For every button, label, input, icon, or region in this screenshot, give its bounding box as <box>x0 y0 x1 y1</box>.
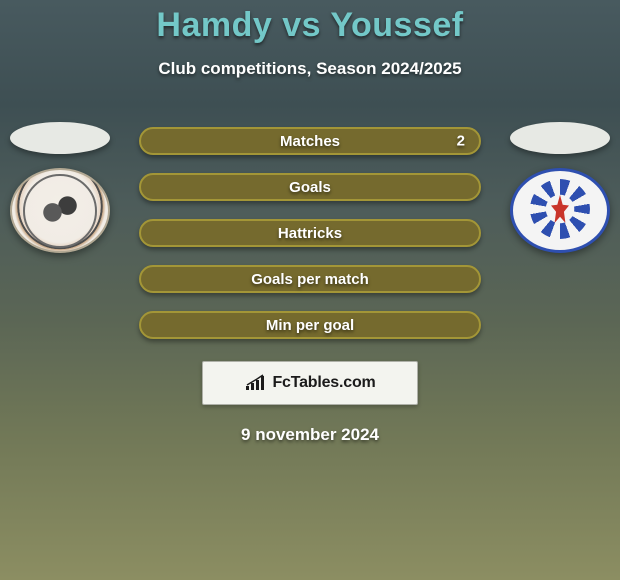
stat-label: Goals <box>289 179 331 196</box>
page-subtitle: Club competitions, Season 2024/2025 <box>0 59 620 79</box>
stat-label: Hattricks <box>278 225 342 242</box>
club-right-badge <box>510 168 610 253</box>
brand-text: FcTables.com <box>272 374 375 392</box>
stat-row-min-per-goal: Min per goal <box>139 311 481 339</box>
player-left-column <box>10 122 110 253</box>
club-left-badge <box>10 168 110 253</box>
brand-attribution[interactable]: FcTables.com <box>202 361 418 405</box>
player-right-avatar <box>510 122 610 154</box>
stat-row-goals: Goals <box>139 173 481 201</box>
player-left-avatar <box>10 122 110 154</box>
player-right-column <box>510 122 610 253</box>
content-wrapper: Hamdy vs Youssef Club competitions, Seas… <box>0 0 620 445</box>
stat-row-goals-per-match: Goals per match <box>139 265 481 293</box>
stat-row-hattricks: Hattricks <box>139 219 481 247</box>
page-title: Hamdy vs Youssef <box>0 6 620 45</box>
stats-table: Matches 2 Goals Hattricks Goals per matc… <box>139 127 481 339</box>
stat-label: Goals per match <box>251 271 369 288</box>
stat-label: Min per goal <box>266 317 354 334</box>
stat-row-matches: Matches 2 <box>139 127 481 155</box>
stat-value-right: 2 <box>457 133 465 150</box>
bar-chart-icon <box>244 374 268 392</box>
stat-label: Matches <box>280 133 340 150</box>
date-label: 9 november 2024 <box>0 425 620 445</box>
